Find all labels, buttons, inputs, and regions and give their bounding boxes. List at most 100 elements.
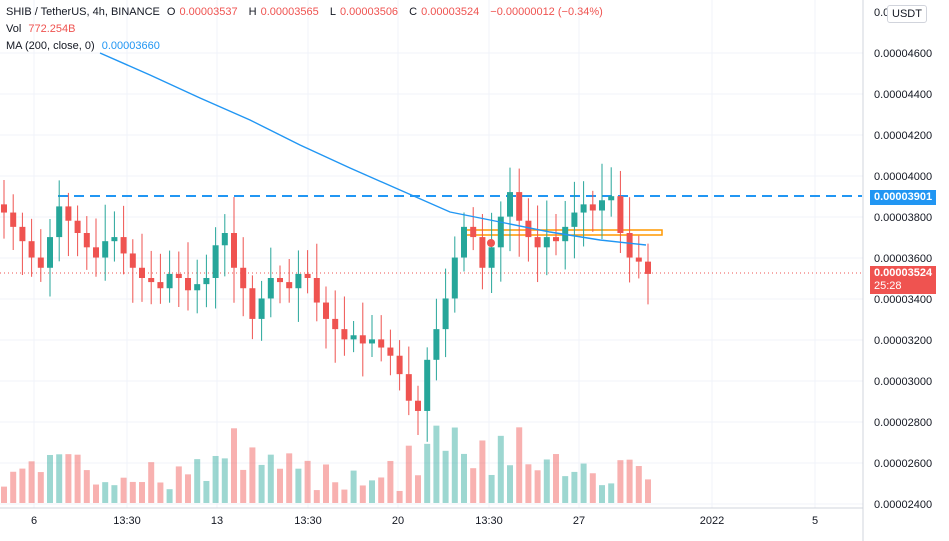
candle-body [461,226,467,258]
volume-bar [231,428,237,503]
candle-body [553,237,559,242]
volume-bar [93,484,99,503]
volume-bar [461,453,467,503]
price-tick-label: 0.00003600 [874,253,932,265]
volume-bar [396,490,403,503]
candle-body [645,261,651,274]
candle-body [608,196,615,201]
candle-body [148,278,155,283]
ma-legend[interactable]: MA (200, close, 0) 0.00003660 [6,40,164,53]
volume-bar [47,454,53,503]
candle-body [157,282,164,289]
candle-body [387,347,394,356]
candle-body [277,278,283,283]
candle-body [1,204,7,213]
time-tick-label: 13:30 [294,515,322,527]
time-tick-label: 20 [392,515,404,527]
volume-bar [295,468,302,503]
volume-bar [405,445,412,503]
price-tick-label: 0.00003400 [874,294,932,306]
volume-bar [19,468,26,503]
symbol-label[interactable]: SHIB / TetherUS, 4h, BINANCE [6,6,160,18]
currency-button[interactable]: USDT [887,5,927,23]
low-label: L 0.00003506 [329,6,399,18]
price-tick-label: 0.00002800 [874,417,932,429]
time-axis-labels: 6 13:30 13 13:30 20 13:30 27 2022 5 [31,515,818,527]
volume-title: Vol [6,23,22,35]
volume-bar [37,472,44,503]
volume-bar [157,482,164,503]
candle-body [525,220,532,238]
volume-value: 772.254B [28,23,76,35]
candle-body [19,226,26,242]
candle-body [185,278,191,291]
volume-bar [240,469,247,503]
ma-value: 0.00003660 [101,40,160,52]
candle-body [442,298,449,330]
candle-body [286,282,293,289]
price-tick-label: 0.00004600 [874,48,932,60]
volume-bar [56,454,63,503]
candle-body [240,267,247,289]
volume-bar [175,466,182,503]
time-tick-label: 13 [211,515,223,527]
price-tick-label: 0.00004400 [874,89,932,101]
price-axis-labels: 0.0 0.00004600 0.00004400 0.00004200 0.0000… [874,7,932,511]
volume-bar [387,460,394,503]
candle-body [120,237,127,254]
candle-body [626,233,633,258]
time-tick-label: 27 [573,515,585,527]
price-tick-label: 0.00004200 [874,130,932,142]
candle-body [221,233,228,246]
volume-bar [507,465,513,503]
time-tick-label: 5 [812,515,818,527]
high-label: H 0.00003565 [248,6,319,18]
candle-body [470,226,477,238]
volume-bar [543,459,550,503]
volume-bar [350,470,357,503]
volume-bar [645,479,651,503]
candle-body [102,241,109,258]
candle-body [65,206,72,221]
time-tick-label: 13:30 [113,515,141,527]
volume-bar [599,485,605,503]
candle-body [10,212,17,227]
candle-body [212,245,219,278]
candle-body [451,257,458,299]
volume-bar [323,464,329,503]
volume-bar [415,475,421,503]
volume-bar [626,459,633,503]
ohlc-legend: SHIB / TetherUS, 4h, BINANCE O 0.00003537… [6,6,607,19]
volume-bar [203,480,210,503]
time-tick-label: 13:30 [475,515,503,527]
volume-legend[interactable]: Vol 772.254B [6,23,79,36]
candle-body [249,288,256,319]
ma-title: MA (200, close, 0) [6,40,95,52]
volume-bar [111,485,118,503]
candle-body [74,220,81,233]
candle-body [203,278,210,285]
price-tick-label: 0.00003200 [874,335,932,347]
volume-bar [433,425,440,503]
volume-bar [194,459,201,503]
time-tick-label: 6 [31,515,37,527]
candle-body [507,192,513,217]
volume-bar [83,470,90,503]
candle-body [488,247,495,268]
volume-bar [313,490,320,503]
signal-dot [487,239,495,247]
candle-body [350,335,357,340]
volume-bar [470,468,477,503]
volume-bar [359,485,366,503]
last-price-tag: 0.00003524 25:28 [870,266,937,294]
candle-body [83,233,90,248]
candle-body [497,216,504,248]
candle-body [175,273,182,278]
volume-bar [534,470,541,503]
candle-body [433,329,440,360]
candle-body [341,329,348,340]
volume-bar [258,464,265,503]
volume-bar [65,454,72,503]
change-label: −0.00000012 (−0.34%) [490,6,603,18]
